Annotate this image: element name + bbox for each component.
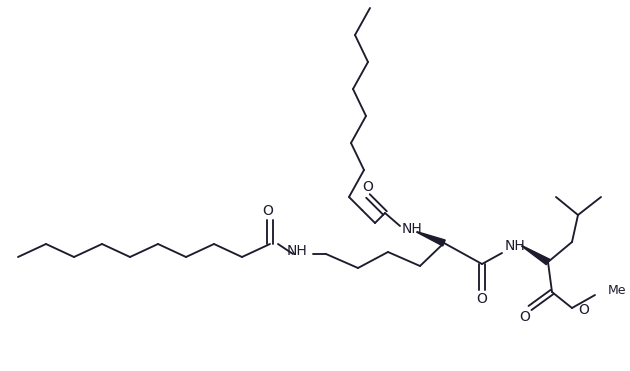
- Text: Me: Me: [608, 285, 626, 298]
- Text: O: O: [263, 204, 273, 218]
- Text: O: O: [362, 180, 374, 194]
- Text: O: O: [520, 310, 530, 324]
- Text: NH: NH: [505, 239, 525, 253]
- Polygon shape: [522, 246, 550, 265]
- Text: O: O: [476, 292, 488, 306]
- Text: NH: NH: [287, 244, 307, 258]
- Text: O: O: [578, 303, 589, 317]
- Text: NH: NH: [402, 222, 422, 236]
- Polygon shape: [417, 232, 445, 246]
